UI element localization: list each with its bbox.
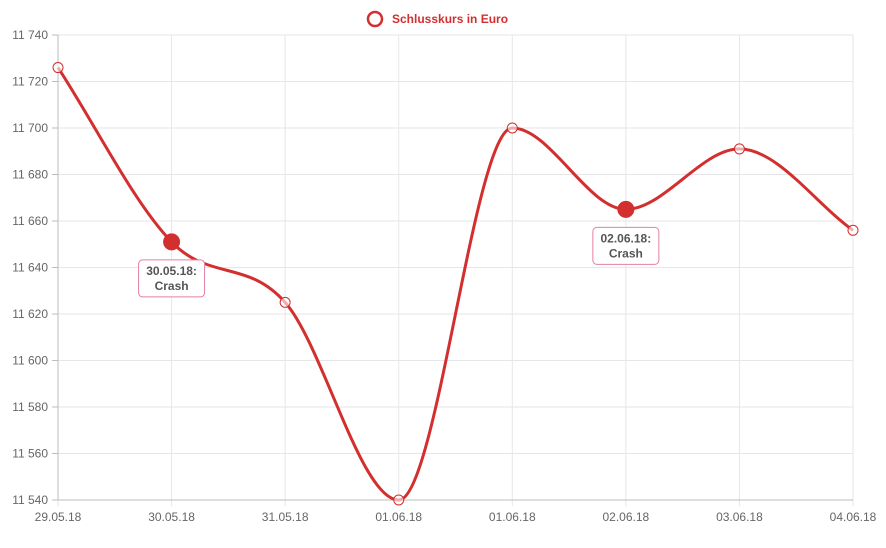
data-points — [52, 62, 859, 506]
y-tick-label: 11 540 — [12, 493, 48, 507]
x-tick-label: 03.06.18 — [716, 510, 763, 524]
annotation-text: Crash — [155, 279, 189, 293]
legend-marker-icon — [366, 10, 384, 28]
x-tick-label: 02.06.18 — [602, 510, 649, 524]
x-tick-label: 01.06.18 — [375, 510, 422, 524]
data-point-highlighted[interactable] — [163, 233, 181, 251]
y-tick-label: 11 620 — [12, 307, 48, 321]
x-tick-label: 04.06.18 — [830, 510, 877, 524]
data-point-highlighted[interactable] — [617, 200, 635, 218]
y-tick-label: 11 680 — [12, 168, 48, 182]
x-tick-label: 01.06.18 — [489, 510, 536, 524]
data-point[interactable] — [733, 143, 745, 155]
x-tick-label: 29.05.18 — [35, 510, 82, 524]
annotation-label: 02.06.18:Crash — [592, 226, 660, 265]
legend[interactable]: Schlusskurs in Euro — [366, 10, 508, 28]
legend-label: Schlusskurs in Euro — [392, 12, 508, 26]
annotation-date: 02.06.18: — [600, 231, 651, 245]
y-tick-label: 11 700 — [12, 121, 48, 135]
y-tick-label: 11 720 — [12, 75, 48, 89]
data-point[interactable] — [847, 224, 859, 236]
y-tick-label: 11 560 — [12, 447, 48, 461]
x-axis-ticks: 29.05.18 30.05.18 31.05.18 01.06.18 01.06.18… — [35, 510, 877, 524]
data-point[interactable] — [393, 494, 405, 506]
x-tick-label: 31.05.18 — [262, 510, 309, 524]
series-line — [56, 66, 854, 502]
y-axis-ticks: 11 540 11 560 11 580 11 600 11 620 11 640 11 6… — [12, 28, 58, 507]
data-point[interactable] — [506, 122, 518, 134]
x-tick-label: 30.05.18 — [148, 510, 195, 524]
annotation-box — [138, 259, 206, 298]
y-tick-label: 11 580 — [12, 400, 48, 414]
data-point[interactable] — [52, 62, 64, 74]
data-point[interactable] — [279, 296, 291, 308]
annotation-date: 30.05.18: — [146, 264, 197, 278]
annotation-label: 30.05.18:Crash — [138, 259, 206, 298]
annotation-text: Crash — [609, 246, 643, 260]
y-tick-label: 11 600 — [12, 354, 48, 368]
y-tick-label: 11 640 — [12, 261, 48, 275]
annotation-box — [592, 226, 660, 265]
y-tick-label: 11 740 — [12, 28, 48, 42]
y-tick-label: 11 660 — [12, 214, 48, 228]
